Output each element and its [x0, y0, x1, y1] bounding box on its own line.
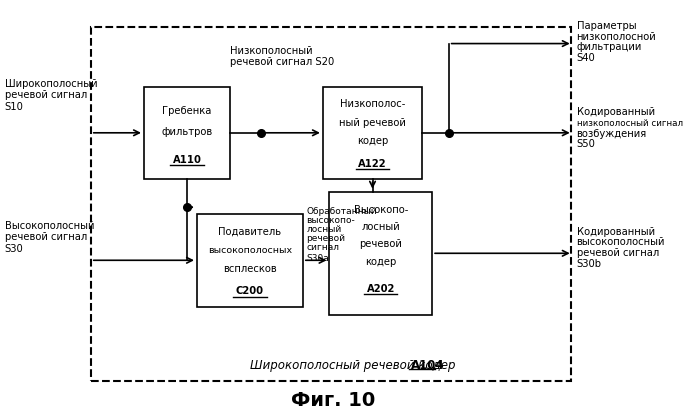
Text: S10: S10: [5, 102, 24, 112]
Text: Широкополосный: Широкополосный: [5, 78, 97, 88]
Text: сигнал: сигнал: [306, 242, 340, 251]
Text: Обработанный: Обработанный: [306, 206, 377, 215]
Text: лосный: лосный: [306, 224, 342, 233]
Text: речевой сигнал S20: речевой сигнал S20: [230, 57, 335, 67]
Text: S30a: S30a: [306, 254, 329, 263]
Text: речевой сигнал: речевой сигнал: [577, 247, 659, 257]
Text: кодер: кодер: [365, 256, 396, 266]
Text: речевой: речевой: [359, 239, 402, 249]
Text: низкополосной: низкополосной: [577, 32, 657, 42]
Text: A202: A202: [367, 283, 395, 293]
Text: Параметры: Параметры: [577, 21, 636, 31]
Text: речевой сигнал: речевой сигнал: [5, 90, 87, 100]
Text: фильтрации: фильтрации: [577, 43, 642, 52]
Text: возбуждения: возбуждения: [577, 128, 647, 138]
Text: Широкополосный речевой кодер: Широкополосный речевой кодер: [250, 358, 459, 371]
Text: C200: C200: [236, 285, 264, 295]
Text: лосный: лосный: [361, 222, 400, 232]
Text: речевой сигнал: речевой сигнал: [5, 231, 87, 242]
Text: A110: A110: [172, 154, 202, 164]
Text: Низкополосный: Низкополосный: [230, 45, 313, 56]
Text: Кодированный: Кодированный: [577, 107, 654, 117]
Text: A104: A104: [411, 358, 444, 371]
Text: высокополосных: высокополосных: [208, 245, 292, 254]
Text: ный речевой: ный речевой: [339, 118, 406, 128]
Text: всплесков: всплесков: [223, 263, 276, 273]
Text: S50: S50: [577, 139, 596, 149]
Text: Высокопо-: Высокопо-: [354, 204, 408, 214]
Bar: [91, 28, 571, 381]
Bar: [144, 88, 230, 180]
Text: Кодированный: Кодированный: [577, 226, 654, 236]
Bar: [330, 192, 432, 315]
Bar: [197, 215, 303, 307]
Text: S30: S30: [5, 243, 24, 253]
Text: фильтров: фильтров: [161, 127, 213, 137]
Text: Гребенка: Гребенка: [162, 106, 211, 116]
Text: кодер: кодер: [357, 136, 388, 146]
Text: Высокополосный: Высокополосный: [5, 220, 95, 230]
Text: A122: A122: [358, 158, 387, 168]
Text: Низкополос-: Низкополос-: [340, 99, 405, 109]
Text: S40: S40: [577, 53, 596, 63]
Text: Подавитель: Подавитель: [218, 226, 281, 236]
Text: высокопо-: высокопо-: [306, 215, 355, 224]
Text: речевой: речевой: [306, 233, 345, 242]
Text: S30b: S30b: [577, 258, 601, 268]
Bar: [323, 88, 422, 180]
Text: низкополосный сигнал: низкополосный сигнал: [577, 118, 682, 127]
Text: Фиг. 10: Фиг. 10: [290, 390, 375, 409]
Text: высокополосный: высокополосный: [577, 237, 665, 247]
